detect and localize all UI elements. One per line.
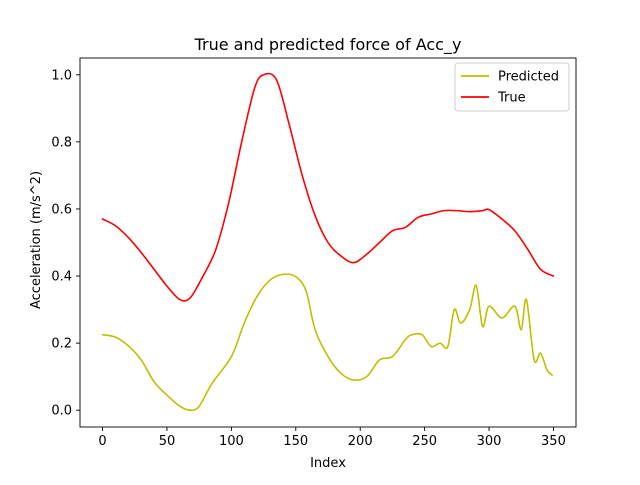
legend: Predicted True [454, 62, 570, 112]
y-tick-label: 0.6 [51, 202, 72, 217]
series-line-predicted [101, 273, 553, 412]
y-tick-label: 0.2 [51, 337, 72, 352]
y-tick-label: 0.0 [51, 404, 72, 419]
x-tick-label: 300 [477, 434, 502, 449]
chart-title: True and predicted force of Acc_y [194, 35, 462, 55]
legend-label-true: True [497, 91, 526, 106]
x-axis-label: Index [310, 456, 346, 471]
plot-area: 0 50 100 150 200 250 300 350 0.0 0.2 0.4 0.6 0.8 1.0 P… [51, 57, 577, 449]
y-tick-label: 0.4 [51, 270, 72, 285]
x-tick-label: 50 [159, 434, 176, 449]
legend-box [454, 62, 570, 112]
x-tick-label: 0 [98, 434, 106, 449]
x-tick-label: 100 [219, 434, 244, 449]
x-tick-label: 250 [412, 434, 437, 449]
x-tick-label: 150 [283, 434, 308, 449]
y-tick-label: 0.8 [51, 135, 72, 150]
plot-frame [79, 57, 577, 428]
x-tick-label: 350 [541, 434, 566, 449]
series-line-true [101, 72, 555, 302]
y-tick-label: 1.0 [51, 68, 72, 83]
legend-label-predicted: Predicted [498, 70, 559, 85]
x-tick-label: 200 [348, 434, 373, 449]
y-axis-label: Acceleration (m/s^2) [29, 171, 44, 309]
